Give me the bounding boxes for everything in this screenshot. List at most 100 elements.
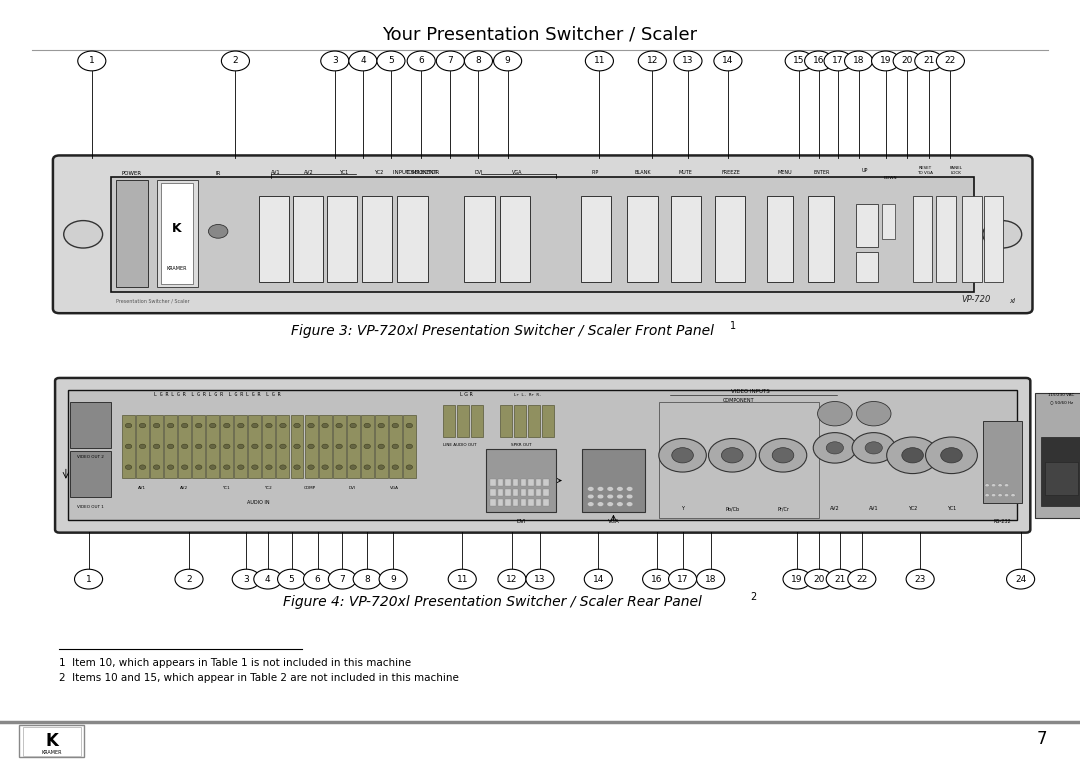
- Circle shape: [322, 444, 328, 449]
- Text: COMP: COMP: [303, 486, 316, 490]
- Circle shape: [588, 502, 594, 507]
- Text: IR: IR: [216, 171, 220, 176]
- Circle shape: [64, 220, 103, 248]
- Text: K: K: [173, 222, 181, 235]
- Circle shape: [985, 484, 989, 487]
- Circle shape: [322, 424, 328, 428]
- Bar: [490, 489, 496, 496]
- Text: 12: 12: [507, 575, 517, 584]
- Bar: [464, 196, 495, 282]
- Circle shape: [224, 465, 230, 469]
- Bar: [528, 479, 534, 486]
- Circle shape: [617, 487, 623, 491]
- Bar: [319, 415, 332, 478]
- Text: MUTE: MUTE: [679, 170, 692, 174]
- Circle shape: [336, 424, 342, 428]
- Text: Figure 3: VP-720xl Presentation Switcher / Scaler Front Panel: Figure 3: VP-720xl Presentation Switcher…: [291, 325, 714, 338]
- Text: 17: 17: [677, 575, 688, 584]
- Bar: [136, 415, 149, 478]
- Text: RESET
TO VGA: RESET TO VGA: [918, 166, 933, 175]
- Circle shape: [336, 465, 342, 469]
- Text: 21: 21: [835, 575, 846, 584]
- Text: 18: 18: [853, 56, 864, 66]
- Text: 9: 9: [390, 575, 396, 584]
- Text: AV1: AV1: [271, 170, 280, 174]
- Circle shape: [349, 51, 377, 71]
- Text: 22: 22: [856, 575, 867, 584]
- Bar: [913, 196, 932, 282]
- Text: 19: 19: [880, 56, 891, 66]
- Circle shape: [617, 495, 623, 499]
- Circle shape: [824, 51, 852, 71]
- Circle shape: [845, 51, 873, 71]
- Circle shape: [78, 51, 106, 71]
- Bar: [259, 196, 289, 282]
- Circle shape: [181, 465, 188, 469]
- Circle shape: [336, 444, 342, 449]
- Text: Figure 4: VP-720xl Presentation Switcher / Scaler Rear Panel: Figure 4: VP-720xl Presentation Switcher…: [283, 595, 702, 609]
- Text: 8: 8: [475, 56, 482, 66]
- Text: 1  Item 10, which appears in Table 1 is not included in this machine: 1 Item 10, which appears in Table 1 is n…: [59, 658, 411, 668]
- Text: YC2: YC2: [264, 486, 272, 490]
- Text: 9: 9: [504, 56, 511, 66]
- Text: DVI: DVI: [474, 170, 483, 174]
- Bar: [542, 405, 554, 437]
- Bar: [659, 402, 819, 517]
- Circle shape: [252, 424, 258, 428]
- Bar: [505, 499, 511, 506]
- Circle shape: [378, 424, 384, 428]
- Text: YC1: YC1: [947, 506, 956, 511]
- Circle shape: [607, 495, 613, 499]
- Bar: [293, 196, 323, 282]
- Bar: [521, 499, 526, 506]
- Bar: [936, 196, 956, 282]
- Bar: [500, 196, 530, 282]
- Text: 4: 4: [265, 575, 271, 584]
- Circle shape: [378, 444, 384, 449]
- Bar: [347, 415, 360, 478]
- Bar: [192, 415, 205, 478]
- Bar: [808, 196, 834, 282]
- Text: VGA: VGA: [512, 170, 523, 174]
- Text: L G R: L G R: [460, 392, 473, 397]
- Text: 4: 4: [360, 56, 366, 66]
- Text: 14: 14: [593, 575, 604, 584]
- Text: L G R L G R  L G R L G R  L G R L G R  L G R: L G R L G R L G R L G R L G R L G R L G …: [154, 392, 281, 397]
- Circle shape: [1011, 494, 1015, 497]
- Circle shape: [254, 569, 282, 589]
- Bar: [333, 415, 346, 478]
- Circle shape: [941, 447, 962, 463]
- Circle shape: [759, 438, 807, 472]
- Text: POWER: POWER: [122, 171, 141, 176]
- Bar: [116, 181, 148, 287]
- Text: DVI: DVI: [349, 486, 355, 490]
- Text: COMPONENT: COMPONENT: [723, 398, 755, 402]
- Circle shape: [585, 51, 613, 71]
- Bar: [111, 177, 974, 292]
- Circle shape: [350, 424, 356, 428]
- Circle shape: [153, 465, 160, 469]
- Circle shape: [607, 487, 613, 491]
- Circle shape: [805, 51, 833, 71]
- Circle shape: [364, 465, 370, 469]
- Circle shape: [378, 465, 384, 469]
- Text: 7: 7: [447, 56, 454, 66]
- Bar: [150, 415, 163, 478]
- Text: LINE AUDIO OUT: LINE AUDIO OUT: [443, 443, 477, 447]
- Text: 13: 13: [535, 575, 545, 584]
- Circle shape: [210, 465, 216, 469]
- Text: AV1: AV1: [869, 506, 878, 511]
- Circle shape: [195, 444, 202, 449]
- Text: Pb/Cb: Pb/Cb: [725, 506, 740, 511]
- Circle shape: [139, 424, 146, 428]
- Text: KRAMER: KRAMER: [42, 751, 62, 755]
- Circle shape: [526, 569, 554, 589]
- Circle shape: [588, 487, 594, 491]
- Text: ENTER: ENTER: [813, 170, 831, 174]
- Bar: [498, 499, 503, 506]
- Circle shape: [852, 433, 895, 463]
- Text: UP: UP: [862, 168, 868, 173]
- Circle shape: [498, 569, 526, 589]
- Circle shape: [448, 569, 476, 589]
- Bar: [671, 196, 701, 282]
